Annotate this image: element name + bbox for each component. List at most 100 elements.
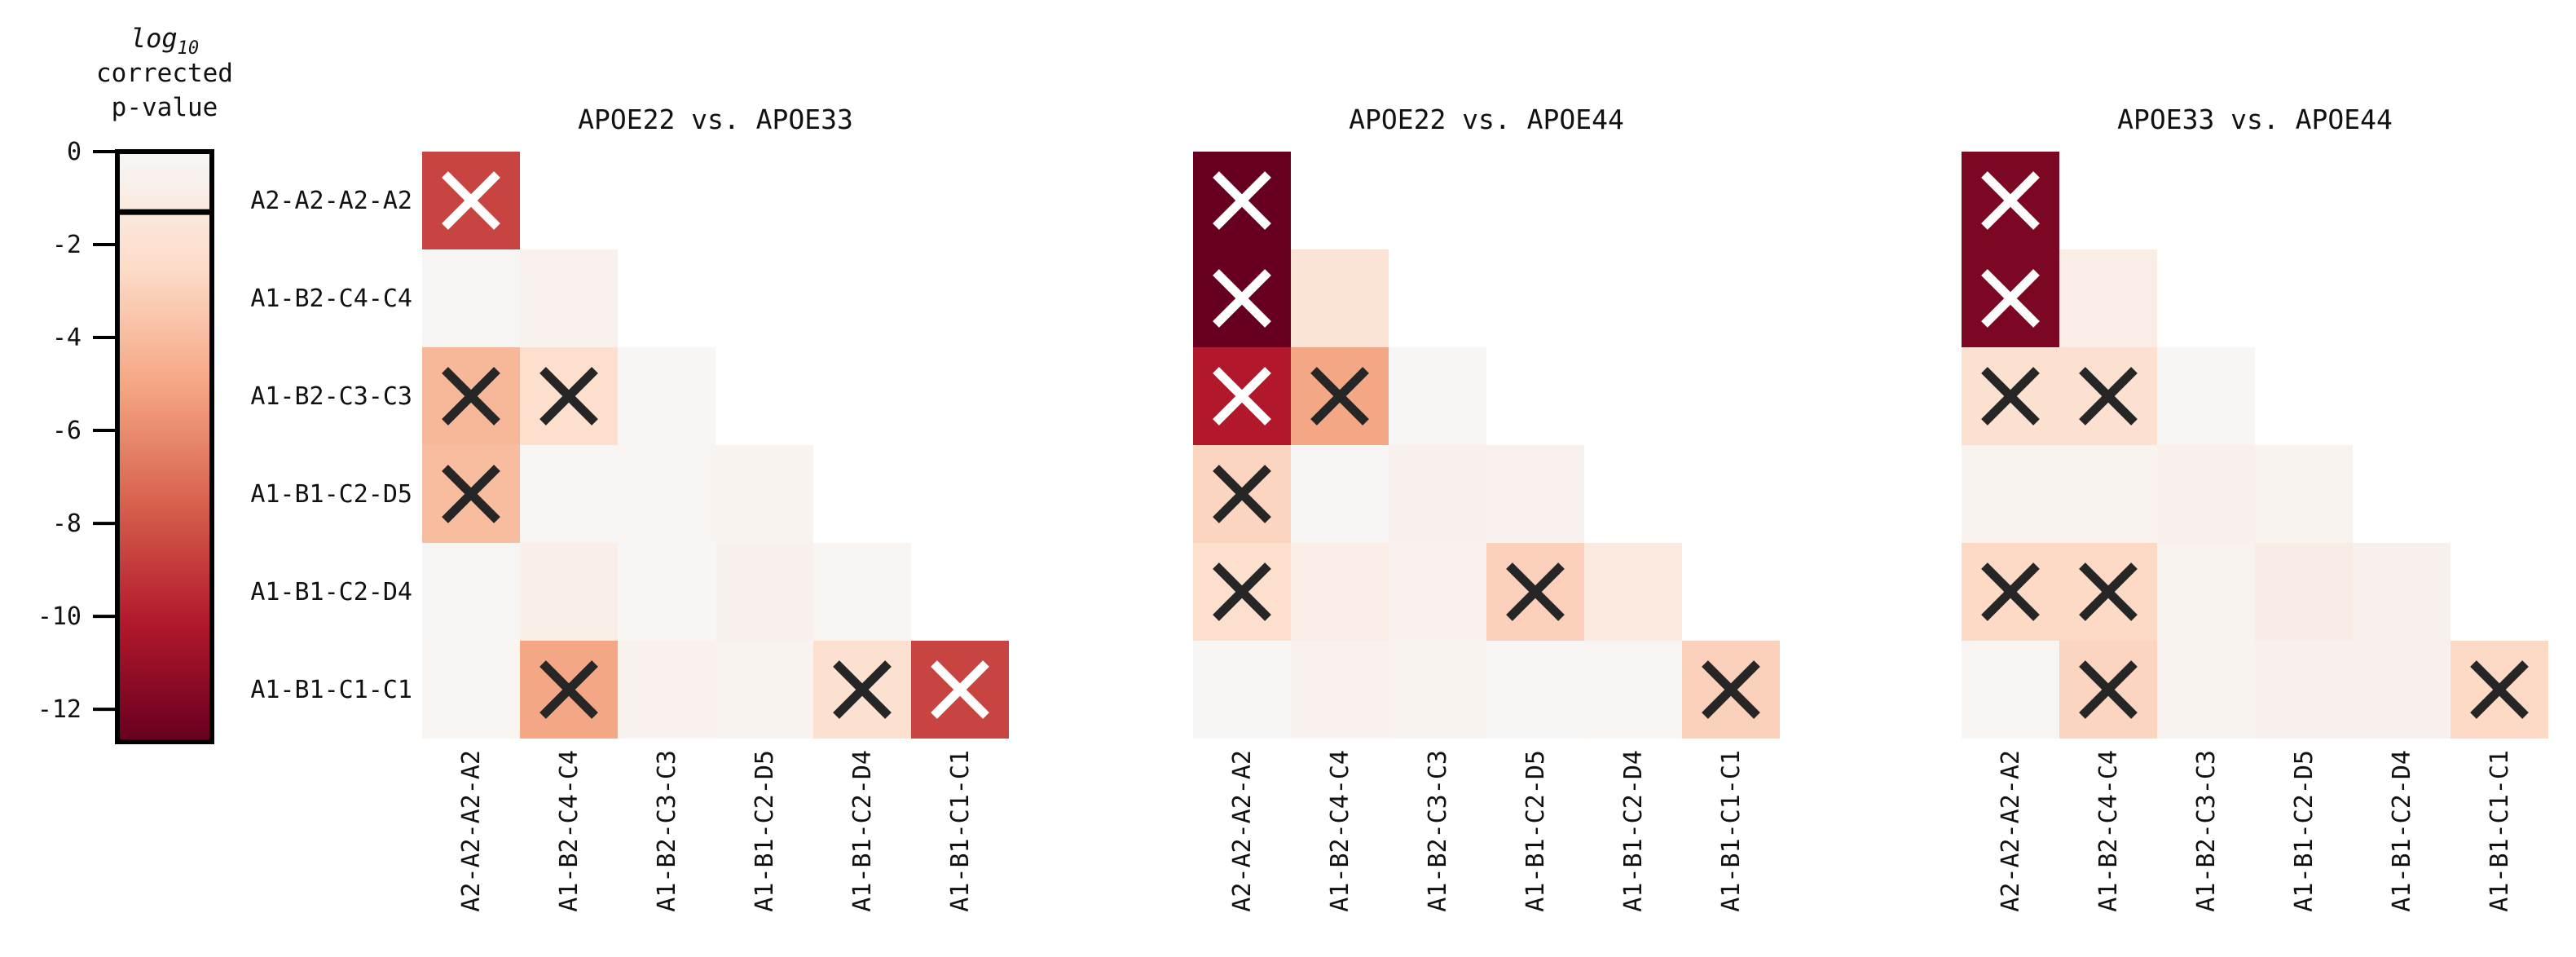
colorbar: log10 corrected p-value 0 -2 -4 -6 -8 -10 -12 <box>37 23 233 744</box>
heatmap-cell <box>2353 641 2451 739</box>
row-label: A2-A2-A2-A2 <box>250 187 412 215</box>
heatmap-cell <box>1486 641 1584 739</box>
colorbar-tick-label: 0 <box>67 138 81 166</box>
heatmap-cell <box>422 543 520 641</box>
column-label: A1-B2-C4-C4 <box>2094 750 2123 912</box>
significance-marker <box>539 367 598 426</box>
colorbar-ticks: 0 -2 -4 -6 -8 -10 -12 <box>37 138 117 724</box>
significance-marker <box>1981 562 2040 621</box>
heatmap-cell <box>2255 445 2353 543</box>
column-label: A1-B2-C3-C3 <box>1424 750 1452 912</box>
significance-marker <box>1213 367 1271 426</box>
heatmap-panel-2: APOE22 vs. APOE44 A2-A2-A2-A2 A1-B2-C4-C4 A… <box>1193 104 1780 912</box>
heatmap-cell <box>1389 641 1486 739</box>
panel-title: APOE33 vs. APOE44 <box>2117 104 2393 135</box>
column-label: A1-B1-C1-C1 <box>946 750 975 912</box>
column-label: A1-B2-C3-C3 <box>2192 750 2221 912</box>
heatmap-cell <box>422 249 520 347</box>
heatmap-cell <box>618 543 716 641</box>
colorbar-tick-label: -8 <box>52 509 81 538</box>
heatmap-cell <box>716 641 813 739</box>
heatmap-cell <box>2059 445 2157 543</box>
heatmap-cell <box>422 641 520 739</box>
colorbar-tick-label: -12 <box>37 695 81 724</box>
colorbar-title-line2: corrected <box>96 59 233 88</box>
heatmap-cell <box>1389 543 1486 641</box>
heatmap-cell <box>618 641 716 739</box>
significance-marker <box>1213 171 1271 230</box>
heatmap-cell <box>2157 445 2255 543</box>
row-label: A1-B2-C3-C3 <box>250 382 412 411</box>
significance-marker <box>2079 562 2138 621</box>
significance-marker <box>442 465 500 523</box>
column-label: A1-B1-C2-D5 <box>751 750 779 912</box>
significance-marker <box>833 660 892 719</box>
significance-marker <box>1213 269 1271 328</box>
column-label: A1-B1-C1-C1 <box>1717 750 1746 912</box>
significance-marker <box>1981 171 2040 230</box>
significance-marker <box>1310 367 1369 426</box>
significance-marker <box>539 660 598 719</box>
significance-marker <box>2470 660 2529 719</box>
heatmap-cell <box>1962 445 2059 543</box>
heatmap-cell <box>813 543 911 641</box>
row-label: A1-B1-C2-D5 <box>250 480 412 509</box>
row-label: A1-B1-C1-C1 <box>250 676 412 704</box>
heatmap-cell <box>1291 543 1389 641</box>
heatmap-cell <box>520 543 618 641</box>
significance-marker <box>2079 367 2138 426</box>
heatmap-cell <box>618 445 716 543</box>
heatmap-cell <box>1962 641 2059 739</box>
heatmap-cell <box>520 249 618 347</box>
heatmap-cell <box>618 347 716 445</box>
column-label: A1-B2-C3-C3 <box>653 750 681 912</box>
colorbar-frame <box>115 149 214 744</box>
colorbar-title-line3: p-value <box>112 93 218 122</box>
column-label: A1-B1-C2-D5 <box>1521 750 1550 912</box>
column-label: A1-B1-C2-D4 <box>848 750 877 912</box>
significance-marker <box>1213 562 1271 621</box>
heatmap-cell <box>520 445 618 543</box>
heatmap-cell <box>1389 445 1486 543</box>
heatmap-cell <box>2157 347 2255 445</box>
row-label: A1-B1-C2-D4 <box>250 578 412 606</box>
significance-marker <box>442 171 500 230</box>
colorbar-tick-label: -4 <box>52 324 81 352</box>
heatmap-cell <box>2059 249 2157 347</box>
column-label: A1-B2-C4-C4 <box>555 750 583 912</box>
heatmap-cell <box>2255 641 2353 739</box>
column-label: A1-B1-C2-D4 <box>2388 750 2416 912</box>
column-label: A1-B1-C2-D4 <box>1619 750 1648 912</box>
significance-marker <box>1981 269 2040 328</box>
colorbar-title-line1: log10 <box>130 23 199 59</box>
colorbar-tick-label: -10 <box>37 602 81 631</box>
colorbar-gradient <box>117 152 212 742</box>
significance-marker <box>931 660 989 719</box>
heatmap-cell <box>2157 543 2255 641</box>
colorbar-tick-label: -2 <box>52 231 81 259</box>
heatmap-panel-3: APOE33 vs. APOE44 A2-A2-A2-A2 A1-B2-C4-C4 A… <box>1962 104 2548 912</box>
significance-marker <box>1981 367 2040 426</box>
heatmap-cell <box>2157 641 2255 739</box>
heatmap-cell <box>1193 641 1291 739</box>
significance-marker <box>1506 562 1565 621</box>
heatmap-cell <box>1291 641 1389 739</box>
heatmap-cell <box>2353 543 2451 641</box>
panel-title: APOE22 vs. APOE33 <box>578 104 853 135</box>
column-label: A2-A2-A2-A2 <box>1997 750 2025 912</box>
column-label: A1-B2-C4-C4 <box>1326 750 1354 912</box>
heatmap-cell <box>1291 249 1389 347</box>
heatmap-cell <box>1584 641 1682 739</box>
heatmap-cell <box>1584 543 1682 641</box>
significance-marker <box>1213 465 1271 523</box>
heatmap-cell <box>716 445 813 543</box>
significance-marker <box>2079 660 2138 719</box>
heatmap-panel-1: APOE22 vs. APOE33 A2-A2-A2-A2 A1-B2-C4-C4 A… <box>250 104 1009 912</box>
column-label: A1-B1-C2-D5 <box>2290 750 2318 912</box>
column-label: A2-A2-A2-A2 <box>1228 750 1257 912</box>
heatmap-cell <box>2255 543 2353 641</box>
significance-marker <box>1702 660 1760 719</box>
column-label: A2-A2-A2-A2 <box>457 750 486 912</box>
significance-marker <box>442 367 500 426</box>
